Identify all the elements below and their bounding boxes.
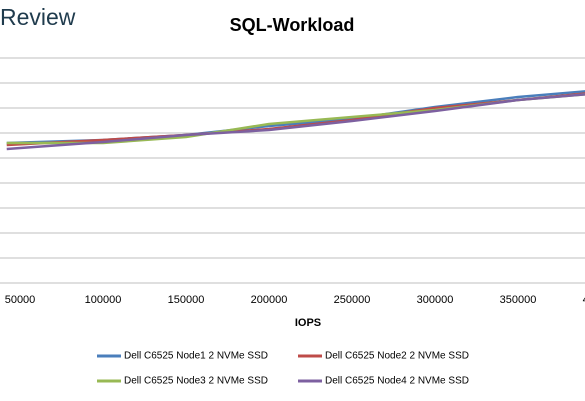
logo-text: Review	[0, 4, 76, 30]
legend-label: Dell C6525 Node2 2 NVMe SSD	[325, 351, 469, 362]
x-tick-label: 300000	[417, 294, 454, 306]
legend-label: Dell C6525 Node3 2 NVMe SSD	[124, 376, 268, 387]
x-tick-label: 250000	[334, 294, 371, 306]
legend-label: Dell C6525 Node1 2 NVMe SSD	[124, 351, 268, 362]
x-axis-label: IOPS	[295, 317, 321, 329]
x-tick-label: 150000	[168, 294, 205, 306]
series-line	[6, 90, 585, 145]
series-line	[6, 93, 585, 151]
x-tick-label: 350000	[500, 294, 537, 306]
x-tick-label: 100000	[85, 294, 122, 306]
x-tick-label: 400000	[583, 294, 585, 306]
legend-label: Dell C6525 Node4 2 NVMe SSD	[325, 376, 469, 387]
x-tick-label: 200000	[251, 294, 288, 306]
chart-title: SQL-Workload	[230, 15, 355, 35]
x-tick-label: 50000	[5, 294, 36, 306]
